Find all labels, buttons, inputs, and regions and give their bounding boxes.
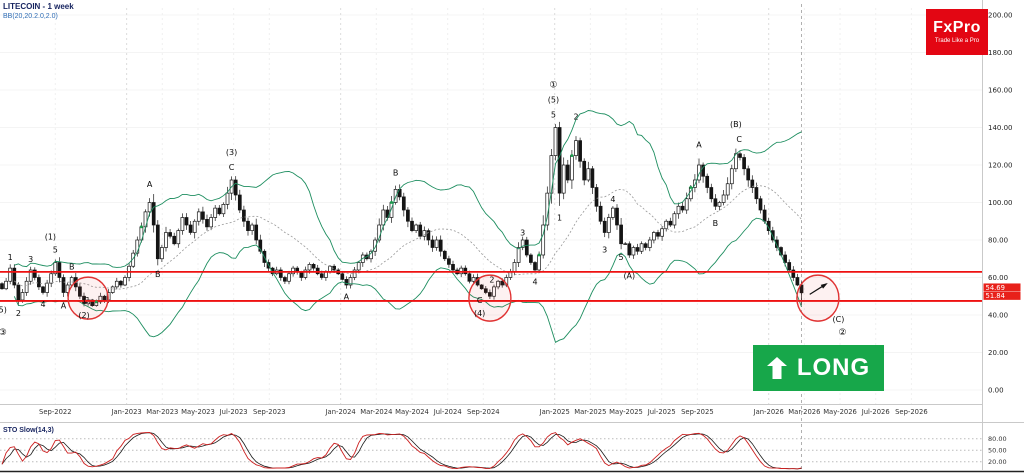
long-signal-label: LONG <box>796 354 871 381</box>
svg-text:5: 5 <box>619 253 624 262</box>
svg-text:80.00: 80.00 <box>988 435 1007 443</box>
long-signal-banner: LONG <box>753 345 884 391</box>
svg-text:Jul-2026: Jul-2026 <box>861 408 890 416</box>
svg-text:Jan-2026: Jan-2026 <box>753 408 784 416</box>
svg-text:(A): (A) <box>623 272 635 281</box>
bb-indicator-label: BB(20,20.2.0,2.0) <box>3 13 58 21</box>
svg-text:60.00: 60.00 <box>988 274 1008 282</box>
svg-text:0.00: 0.00 <box>988 387 1004 395</box>
svg-text:Sep-2023: Sep-2023 <box>253 408 286 416</box>
svg-text:Mar-2025: Mar-2025 <box>574 408 606 416</box>
svg-text:4: 4 <box>40 300 45 309</box>
svg-text:120.00: 120.00 <box>988 162 1013 170</box>
svg-text:Jul-2025: Jul-2025 <box>647 408 676 416</box>
svg-text:(3): (3) <box>226 148 237 157</box>
svg-text:C: C <box>83 296 89 305</box>
svg-text:(1): (1) <box>45 232 56 241</box>
svg-text:C: C <box>229 163 235 172</box>
svg-text:Mar-2023: Mar-2023 <box>146 408 178 416</box>
svg-text:5: 5 <box>551 110 556 119</box>
svg-text:(B): (B) <box>730 120 742 129</box>
fxpro-logo-name: FxPro <box>933 19 981 36</box>
svg-text:B: B <box>155 270 161 279</box>
svg-text:100.00: 100.00 <box>988 199 1013 207</box>
svg-text:50.00: 50.00 <box>988 447 1007 455</box>
svg-text:Jan-2025: Jan-2025 <box>539 408 570 416</box>
svg-text:4: 4 <box>610 195 615 204</box>
svg-text:140.00: 140.00 <box>988 124 1013 132</box>
svg-text:Sep-2022: Sep-2022 <box>39 408 72 416</box>
svg-text:1: 1 <box>557 214 562 223</box>
svg-text:180.00: 180.00 <box>988 49 1013 57</box>
svg-text:A: A <box>61 302 67 311</box>
svg-text:3: 3 <box>520 229 525 238</box>
chart-header: LITECOIN - 1 week BB(20,20.2.0,2.0) <box>3 2 74 21</box>
svg-text:54.69: 54.69 <box>986 284 1005 292</box>
svg-text:A: A <box>696 140 702 149</box>
svg-text:(C): (C) <box>832 315 844 324</box>
svg-text:2: 2 <box>573 112 578 121</box>
svg-text:①: ① <box>549 80 557 90</box>
svg-text:May-2023: May-2023 <box>181 408 215 416</box>
svg-text:(4): (4) <box>474 309 485 318</box>
svg-text:3: 3 <box>28 255 33 264</box>
svg-text:C: C <box>477 296 483 305</box>
svg-text:B: B <box>69 262 75 271</box>
svg-text:(2): (2) <box>78 311 89 320</box>
svg-text:May-2024: May-2024 <box>395 408 429 416</box>
svg-text:3: 3 <box>602 245 607 254</box>
svg-text:Mar-2024: Mar-2024 <box>360 408 392 416</box>
svg-text:2: 2 <box>489 275 494 284</box>
svg-text:4: 4 <box>532 277 537 286</box>
svg-text:1: 1 <box>8 253 13 262</box>
svg-text:May-2026: May-2026 <box>823 408 857 416</box>
svg-text:Jan-2024: Jan-2024 <box>325 408 356 416</box>
svg-text:2: 2 <box>16 309 21 318</box>
svg-text:80.00: 80.00 <box>988 237 1008 245</box>
svg-text:May-2025: May-2025 <box>609 408 643 416</box>
svg-text:A: A <box>147 180 153 189</box>
stochastic-indicator-label: STO Slow(14,3) <box>3 427 54 434</box>
svg-text:Sep-2025: Sep-2025 <box>681 408 714 416</box>
svg-text:B: B <box>393 169 399 178</box>
svg-text:Jul-2023: Jul-2023 <box>219 408 248 416</box>
svg-text:A: A <box>344 292 350 301</box>
up-arrow-icon <box>766 357 787 379</box>
svg-text:20.00: 20.00 <box>988 458 1007 466</box>
fxpro-logo: FxPro Trade Like a Pro <box>926 9 988 55</box>
svg-text:20.00: 20.00 <box>988 349 1008 357</box>
svg-text:Mar-2026: Mar-2026 <box>788 408 820 416</box>
svg-text:Sep-2024: Sep-2024 <box>467 408 500 416</box>
svg-text:Jul-2024: Jul-2024 <box>433 408 462 416</box>
svg-text:Sep-2026: Sep-2026 <box>895 408 928 416</box>
svg-text:Jan-2023: Jan-2023 <box>111 408 142 416</box>
svg-text:(5): (5) <box>548 95 559 104</box>
fxpro-logo-tagline: Trade Like a Pro <box>934 38 980 44</box>
svg-text:③: ③ <box>0 328 7 338</box>
svg-text:②: ② <box>838 328 846 338</box>
svg-text:B: B <box>713 219 719 228</box>
svg-text:5: 5 <box>53 245 58 254</box>
svg-text:C: C <box>736 135 742 144</box>
svg-text:51.84: 51.84 <box>986 292 1005 300</box>
svg-text:200.00: 200.00 <box>988 12 1013 20</box>
svg-text:40.00: 40.00 <box>988 312 1008 320</box>
svg-text:160.00: 160.00 <box>988 87 1013 95</box>
symbol-title: LITECOIN - 1 week <box>3 2 74 11</box>
svg-text:(5): (5) <box>0 305 7 314</box>
